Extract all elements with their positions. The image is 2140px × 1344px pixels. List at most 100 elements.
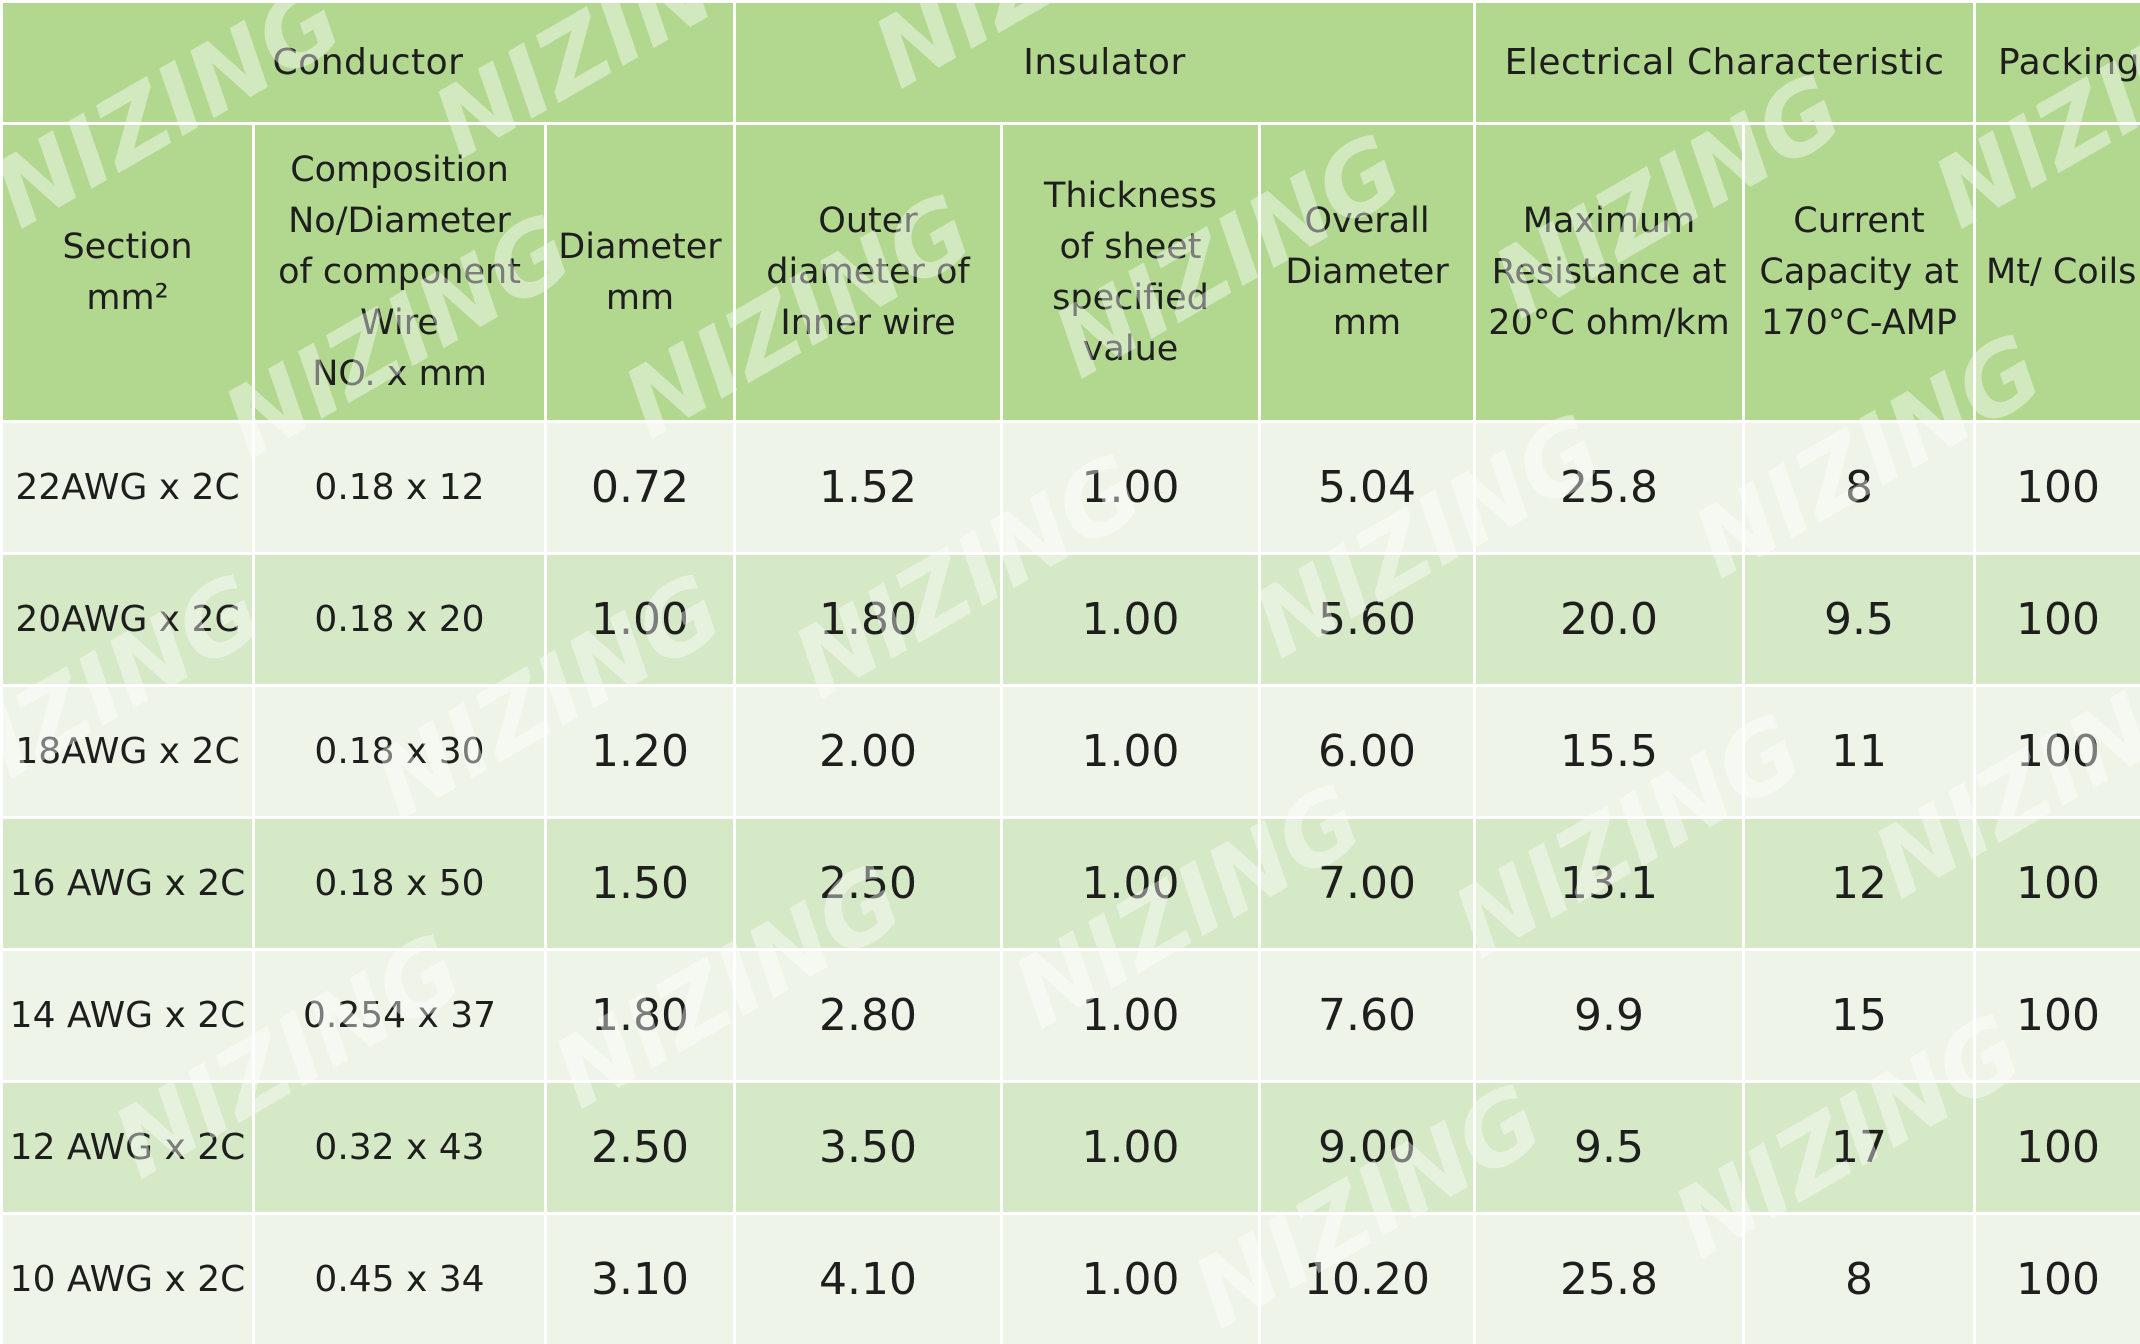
cell-composition: 0.18 x 50 — [252, 816, 547, 951]
cell-mt-coils: 100 — [1973, 684, 2140, 819]
table-row: 16 AWG x 2C 0.18 x 50 1.50 2.50 1.00 7.0… — [0, 816, 2140, 951]
header-current-capacity-line: 170°C-AMP — [1761, 303, 1957, 343]
cell-thickness: 1.00 — [1000, 1212, 1261, 1344]
cell-mt-coils: 100 — [1973, 420, 2140, 555]
cell-composition: 0.45 x 34 — [252, 1212, 547, 1344]
cell-thickness: 1.00 — [1000, 552, 1261, 687]
header-max-resistance: Maximum Resistance at 20°C ohm/km — [1473, 122, 1746, 423]
header-outer-diameter-line: Outer — [818, 201, 918, 241]
cell-diameter: 2.50 — [544, 1080, 736, 1215]
cell-overall-diameter: 9.00 — [1257, 1080, 1477, 1215]
header-overall-diameter-line: mm — [1332, 303, 1402, 343]
cell-max-resistance: 25.8 — [1473, 420, 1746, 555]
header-diameter-line: Diameter — [558, 226, 722, 267]
cell-thickness: 1.00 — [1000, 684, 1261, 819]
cell-current-capacity: 17 — [1742, 1080, 1977, 1215]
header-current-capacity: Current Capacity at 170°C-AMP — [1742, 122, 1977, 423]
header-max-resistance-line: Resistance at — [1491, 252, 1727, 292]
cell-mt-coils: 100 — [1973, 1080, 2140, 1215]
header-mt-coils: Mt/ Coils — [1973, 122, 2140, 423]
cell-mt-coils: 100 — [1973, 552, 2140, 687]
header-section: Section mm² — [0, 122, 255, 423]
header-max-resistance-line: Maximum — [1522, 201, 1696, 241]
cell-composition: 0.18 x 20 — [252, 552, 547, 687]
header-thickness-line: of sheet — [1059, 226, 1202, 267]
cell-current-capacity: 8 — [1742, 1212, 1977, 1344]
cell-mt-coils: 100 — [1973, 816, 2140, 951]
header-current-capacity-line: Capacity at — [1759, 252, 1959, 292]
cell-overall-diameter: 10.20 — [1257, 1212, 1477, 1344]
cell-diameter: 1.00 — [544, 552, 736, 687]
cell-diameter: 1.50 — [544, 816, 736, 951]
cell-overall-diameter: 7.00 — [1257, 816, 1477, 951]
header-thickness-line: specified — [1052, 277, 1209, 318]
table-row: 12 AWG x 2C 0.32 x 43 2.50 3.50 1.00 9.0… — [0, 1080, 2140, 1215]
header-overall-diameter: Overall Diameter mm — [1257, 122, 1477, 423]
cell-section: 16 AWG x 2C — [0, 816, 255, 951]
header-section-line: Section — [62, 226, 193, 267]
cell-section: 20AWG x 2C — [0, 552, 255, 687]
cell-overall-diameter: 5.04 — [1257, 420, 1477, 555]
header-outer-diameter-line: Inner wire — [780, 303, 956, 343]
cell-outer-diameter: 2.00 — [733, 684, 1003, 819]
table-body: 22AWG x 2C 0.18 x 12 0.72 1.52 1.00 5.04… — [0, 420, 2140, 1344]
cell-section: 22AWG x 2C — [0, 420, 255, 555]
cell-diameter: 0.72 — [544, 420, 736, 555]
cell-composition: 0.32 x 43 — [252, 1080, 547, 1215]
cell-overall-diameter: 5.60 — [1257, 552, 1477, 687]
cell-outer-diameter: 1.80 — [733, 552, 1003, 687]
table-row: 20AWG x 2C 0.18 x 20 1.00 1.80 1.00 5.60… — [0, 552, 2140, 687]
header-thickness: Thickness of sheet specified value — [1000, 122, 1261, 423]
cell-diameter: 1.80 — [544, 948, 736, 1083]
group-header-conductor: Conductor — [0, 0, 736, 125]
header-diameter: Diameter mm — [544, 122, 736, 423]
header-section-unit: mm² — [86, 277, 169, 318]
header-thickness-line: value — [1082, 328, 1179, 369]
group-header-electrical: Electrical Characteristic — [1473, 0, 1977, 125]
table-row: 14 AWG x 2C 0.254 x 37 1.80 2.80 1.00 7.… — [0, 948, 2140, 1083]
cell-current-capacity: 8 — [1742, 420, 1977, 555]
cell-section: 10 AWG x 2C — [0, 1212, 255, 1344]
cell-section: 18AWG x 2C — [0, 684, 255, 819]
header-composition: Composition No/Diameter of component Wir… — [252, 122, 547, 423]
table-row: 18AWG x 2C 0.18 x 30 1.20 2.00 1.00 6.00… — [0, 684, 2140, 819]
cell-max-resistance: 20.0 — [1473, 552, 1746, 687]
group-header-insulator: Insulator — [732, 0, 1477, 125]
header-thickness-line: Thickness — [1044, 175, 1217, 216]
header-max-resistance-line: 20°C ohm/km — [1488, 303, 1730, 343]
cell-overall-diameter: 6.00 — [1257, 684, 1477, 819]
header-composition-line: NO. x mm — [312, 354, 487, 394]
header-current-capacity-line: Current — [1793, 201, 1925, 241]
header-overall-diameter-line: Diameter — [1285, 252, 1449, 292]
cell-diameter: 1.20 — [544, 684, 736, 819]
header-composition-line: Wire — [360, 303, 439, 343]
cell-max-resistance: 13.1 — [1473, 816, 1746, 951]
cell-thickness: 1.00 — [1000, 1080, 1261, 1215]
cell-current-capacity: 11 — [1742, 684, 1977, 819]
group-header-packing: Packing — [1973, 0, 2140, 125]
table-row: 22AWG x 2C 0.18 x 12 0.72 1.52 1.00 5.04… — [0, 420, 2140, 555]
header-diameter-line: mm — [605, 277, 675, 318]
cell-thickness: 1.00 — [1000, 816, 1261, 951]
header-outer-diameter: Outer diameter of Inner wire — [733, 122, 1003, 423]
cell-diameter: 3.10 — [544, 1212, 736, 1344]
column-header-row: Section mm² Composition No/Diameter of c… — [0, 122, 2140, 423]
group-header-row: Conductor Insulator Electrical Character… — [0, 0, 2140, 125]
cell-current-capacity: 12 — [1742, 816, 1977, 951]
header-composition-line: No/Diameter — [288, 201, 511, 241]
cell-current-capacity: 15 — [1742, 948, 1977, 1083]
table-row: 10 AWG x 2C 0.45 x 34 3.10 4.10 1.00 10.… — [0, 1212, 2140, 1344]
cell-max-resistance: 15.5 — [1473, 684, 1746, 819]
cell-max-resistance: 9.5 — [1473, 1080, 1746, 1215]
cell-outer-diameter: 4.10 — [733, 1212, 1003, 1344]
cell-thickness: 1.00 — [1000, 948, 1261, 1083]
cell-composition: 0.18 x 30 — [252, 684, 547, 819]
cell-composition: 0.254 x 37 — [252, 948, 547, 1083]
cell-max-resistance: 25.8 — [1473, 1212, 1746, 1344]
header-composition-line: Composition — [290, 150, 509, 190]
cell-current-capacity: 9.5 — [1742, 552, 1977, 687]
cell-mt-coils: 100 — [1973, 1212, 2140, 1344]
cell-section: 12 AWG x 2C — [0, 1080, 255, 1215]
